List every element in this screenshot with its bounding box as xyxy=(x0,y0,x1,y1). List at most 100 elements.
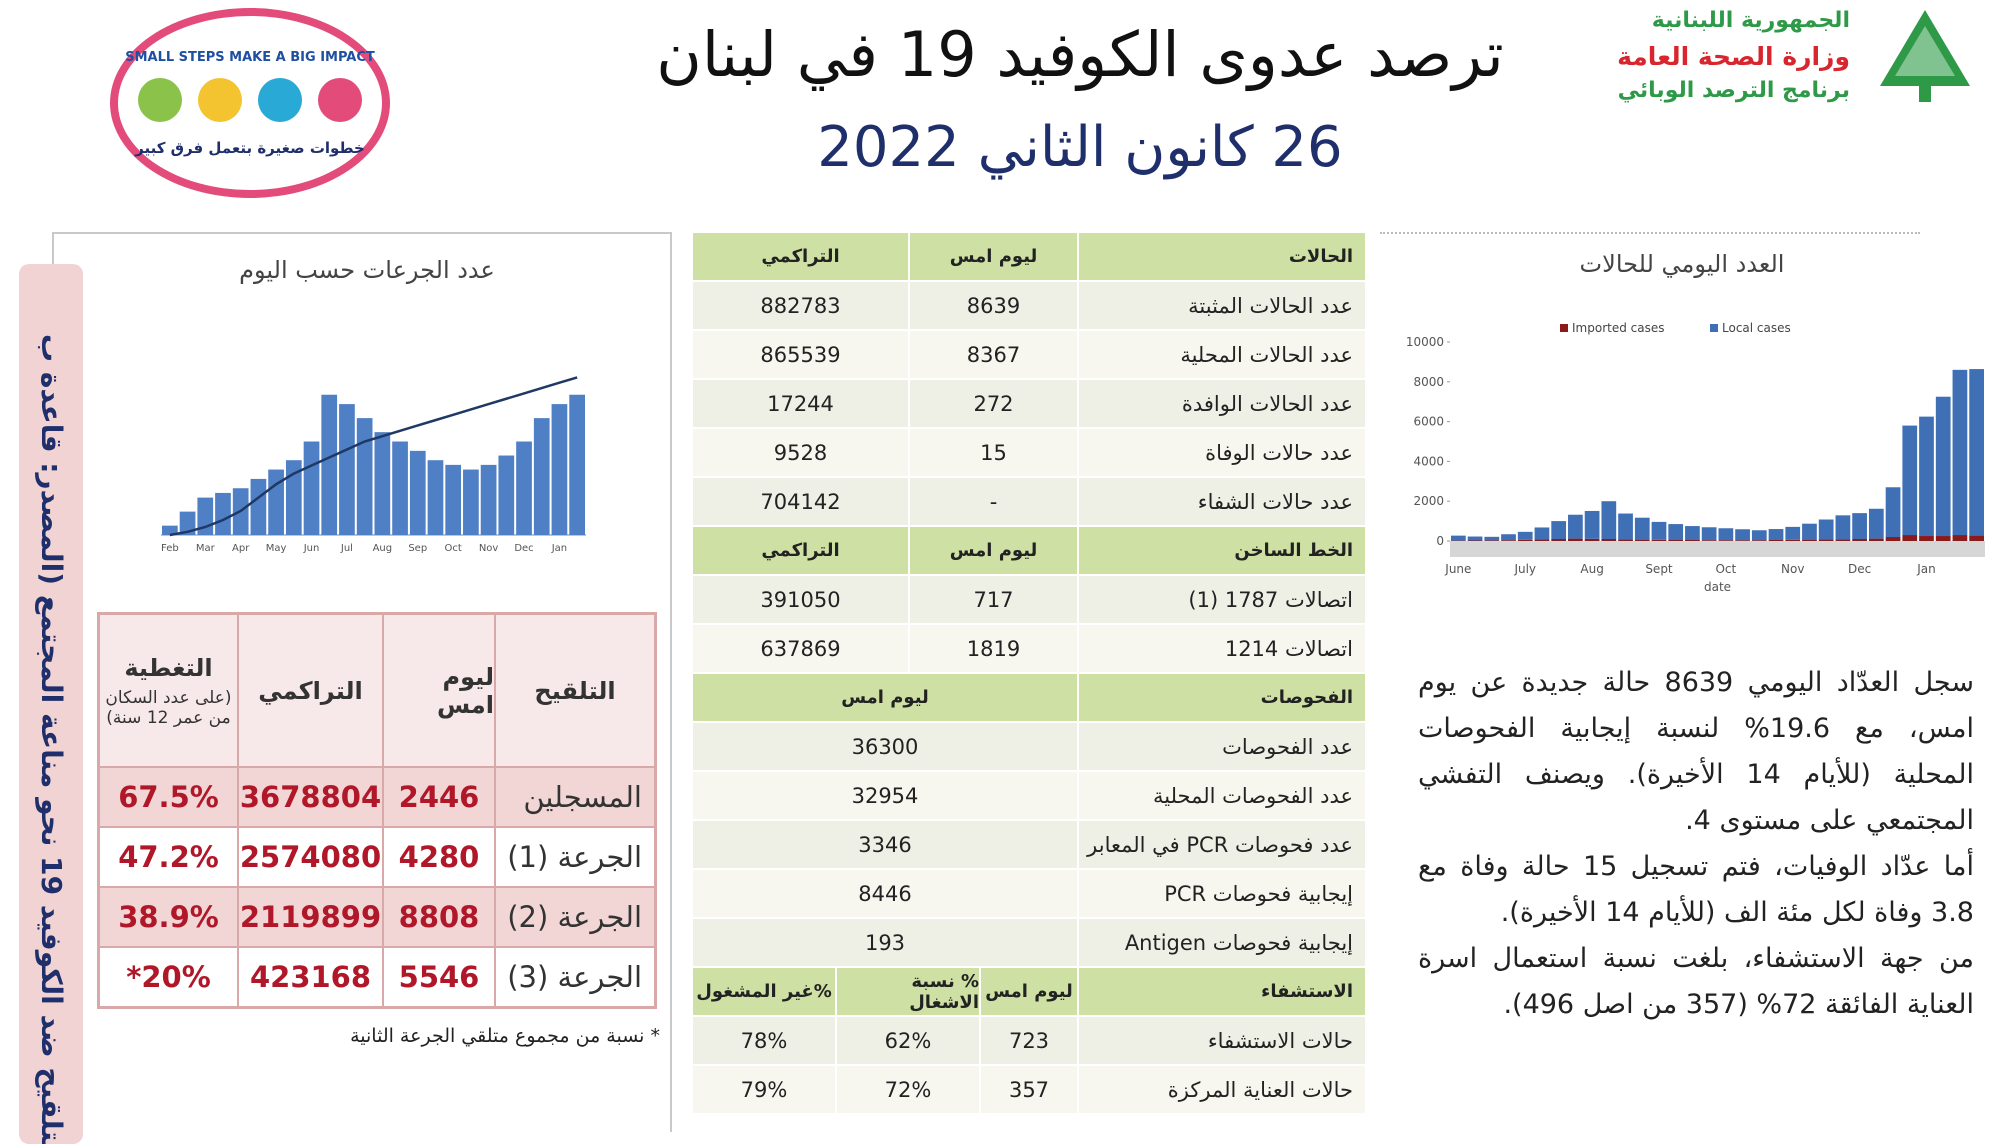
table-cell: عدد الفحوصات المحلية xyxy=(1078,771,1366,820)
table-cell: 723 xyxy=(980,1016,1078,1065)
x-tick-label: Nov xyxy=(1781,562,1804,576)
legend-label: Local cases xyxy=(1722,321,1791,335)
bar xyxy=(428,460,444,535)
bar xyxy=(1601,539,1616,541)
table-cell: 2574080 xyxy=(238,827,383,887)
table-cell: 865539 xyxy=(692,330,909,379)
bar xyxy=(1585,539,1600,541)
table-cell: عدد الحالات المحلية xyxy=(1078,330,1366,379)
x-tick-label: Nov xyxy=(479,543,499,554)
header-cell: % نسبة الاشغال xyxy=(836,967,980,1016)
bar xyxy=(1735,529,1750,540)
header-text: التغطية xyxy=(124,654,212,682)
table-cell: 8639 xyxy=(909,281,1078,330)
header-cell: ليوم امس xyxy=(980,967,1078,1016)
bar xyxy=(268,470,284,535)
header-cell: ليوم امس xyxy=(909,232,1078,281)
table-cell: 8808 xyxy=(383,887,495,947)
bar xyxy=(1551,521,1566,539)
bar xyxy=(1936,397,1951,536)
bar xyxy=(1535,527,1550,539)
table-cell: 3346 xyxy=(692,820,1078,869)
bar xyxy=(1869,509,1884,539)
table-cell: عدد فحوصات PCR في المعابر xyxy=(1078,820,1366,869)
table-cell: إيجابية فحوصات Antigen xyxy=(1078,918,1366,967)
ministry-line: وزارة الصحة العامة xyxy=(1550,42,1850,71)
table-cell: 20%* xyxy=(99,947,238,1007)
bar xyxy=(215,493,231,535)
cases-chart: العدد اليومي للحالات02000400060008000100… xyxy=(1400,240,2000,600)
note: * نسبة من مجموع متلقي الجرعة الثانية xyxy=(240,1025,660,1047)
bar xyxy=(1518,540,1533,541)
bar xyxy=(1886,537,1901,541)
header-cell: ليوم امس xyxy=(383,614,495,767)
table-cell: 62% xyxy=(836,1016,980,1065)
table-cell: 17244 xyxy=(692,379,909,428)
paragraph: سجل العدّاد اليومي 8639 حالة جديدة عن يو… xyxy=(1418,660,1974,844)
bar xyxy=(1852,539,1867,541)
table-cell: 882783 xyxy=(692,281,909,330)
bar xyxy=(321,395,337,535)
header-cell: %غير المشغول xyxy=(692,967,836,1016)
table-cell: اتصالات 1787 (1) xyxy=(1078,575,1366,624)
table-cell: 637869 xyxy=(692,624,909,673)
table-cell: 47.2% xyxy=(99,827,238,887)
legend-swatch xyxy=(1710,324,1718,332)
campaign-en: SMALL STEPS MAKE A BIG IMPACT xyxy=(118,50,382,65)
table-cell: الجرعة (1) xyxy=(495,827,655,887)
x-tick-label: Oct xyxy=(445,543,462,554)
table-cell: 717 xyxy=(909,575,1078,624)
bar xyxy=(1685,526,1700,540)
header-cell: الفحوصات xyxy=(1078,673,1366,722)
table-cell: عدد الحالات المثبتة xyxy=(1078,281,1366,330)
bar xyxy=(1953,535,1968,541)
table-cell: 8446 xyxy=(692,869,1078,918)
header-cell: الاستشفاء xyxy=(1078,967,1366,1016)
bar xyxy=(1652,522,1667,540)
header-text: التلقيح xyxy=(534,677,615,705)
bar xyxy=(498,456,514,535)
table-cell: 4280 xyxy=(383,827,495,887)
table-cell: 5546 xyxy=(383,947,495,1007)
table-cell: الجرعة (2) xyxy=(495,887,655,947)
bar xyxy=(1953,370,1968,535)
table-cell: 38.9% xyxy=(99,887,238,947)
table-cell: 79% xyxy=(692,1065,836,1114)
table-cell: 423168 xyxy=(238,947,383,1007)
bar xyxy=(1902,426,1917,535)
bar xyxy=(1785,527,1800,540)
table-cell: 67.5% xyxy=(99,767,238,827)
paragraph: أما عدّاد الوفيات، فتم تسجيل 15 حالة وفا… xyxy=(1418,844,1974,936)
table-cell: حالات العناية المركزة xyxy=(1078,1065,1366,1114)
header-cell: التغطية(على عدد السكان من عمر 12 سنة) xyxy=(99,614,238,767)
bar xyxy=(392,442,408,536)
table-cell: عدد حالات الوفاة xyxy=(1078,428,1366,477)
bar xyxy=(1902,535,1917,541)
bar xyxy=(1852,513,1867,539)
table-cell: عدد الفحوصات xyxy=(1078,722,1366,771)
bar xyxy=(481,465,497,535)
bar xyxy=(1719,540,1734,541)
table-cell: 272 xyxy=(909,379,1078,428)
bar xyxy=(1936,536,1951,541)
bar xyxy=(1501,540,1516,541)
y-tick-label: 10000 xyxy=(1406,335,1444,349)
bar xyxy=(1635,540,1650,541)
bar xyxy=(1785,540,1800,541)
bar xyxy=(1668,540,1683,541)
